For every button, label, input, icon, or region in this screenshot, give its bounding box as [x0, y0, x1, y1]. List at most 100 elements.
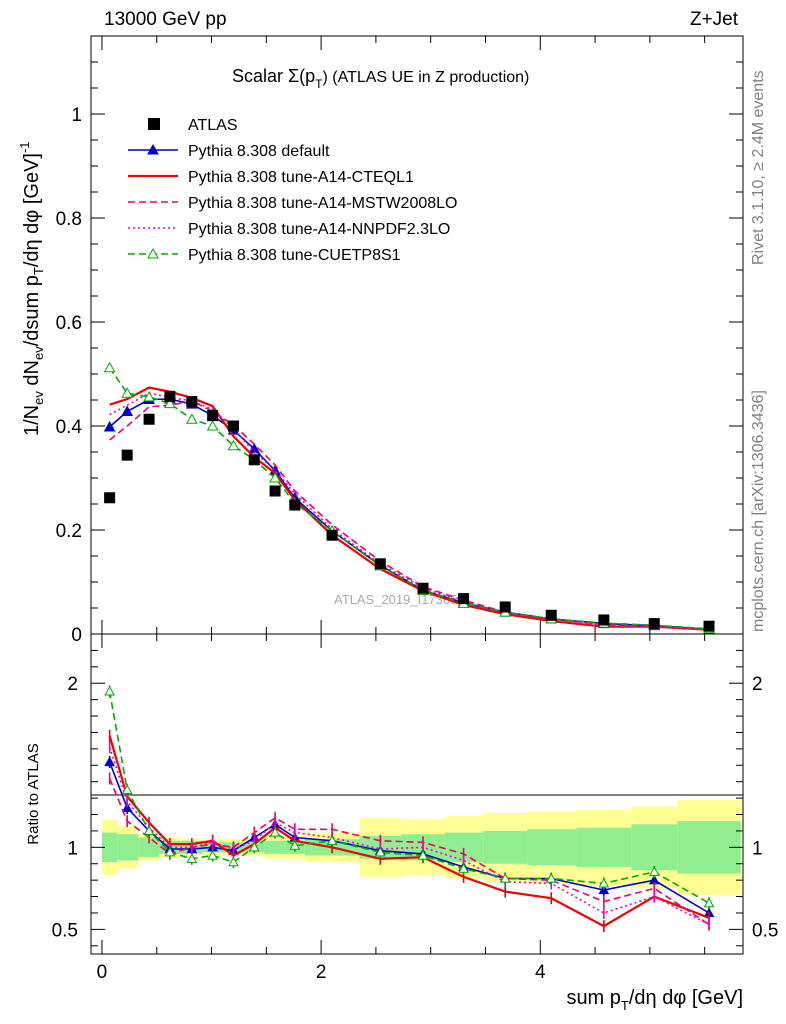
ratio-series-point	[269, 827, 281, 837]
main-y-tick-label: 0	[71, 625, 82, 646]
legend-entry: Pythia 8.308 tune-A14-CTEQL1	[128, 169, 414, 186]
main-series-point	[121, 387, 134, 398]
ratio-series-point	[121, 802, 133, 813]
legend-marker	[147, 143, 159, 155]
ratio-y-tick-label: 0.5	[52, 920, 78, 941]
x-axis-label: sum pT/dη dφ [GeV]	[566, 987, 743, 1013]
ratio-series-point	[186, 853, 198, 863]
ratio-series-point	[289, 840, 301, 850]
stat-uncertainty-band	[631, 824, 678, 871]
atlas-data-point	[269, 485, 281, 497]
legend-entry: Pythia 8.308 default	[128, 143, 330, 160]
atlas-data-point	[104, 492, 116, 504]
main-series-point	[103, 361, 116, 373]
main-series-point	[269, 471, 281, 483]
main-series-line	[108, 367, 710, 630]
legend-label: ATLAS	[188, 117, 238, 134]
main-y-tick-label: 0.6	[56, 313, 82, 334]
atlas-data-point	[545, 609, 557, 621]
main-y-tick-label: 1	[71, 105, 82, 126]
atlas-data-point	[143, 413, 155, 425]
chart-title: Scalar Σ(pT) (ATLAS UE in Z production)	[232, 66, 529, 91]
ratio-y-tick-label: 2	[67, 674, 78, 695]
chart-title-sub: T	[315, 77, 323, 91]
stat-uncertainty-band	[138, 837, 159, 858]
stat-uncertainty-band	[483, 830, 528, 864]
ratio-axis-ticks	[91, 649, 743, 947]
ratio-series-point	[228, 856, 239, 867]
atlas-data-point	[186, 396, 198, 408]
legend: ATLAS Pythia 8.308 default Pythia 8.308 tu…	[128, 117, 457, 264]
atlas-data-point	[121, 449, 133, 461]
main-series-point	[206, 419, 219, 431]
atlas-data-point	[248, 454, 260, 466]
atlas-data-point	[499, 601, 511, 613]
stat-uncertainty-band	[264, 840, 285, 854]
ratio-y-tick-label-right: 2	[752, 674, 763, 695]
process-label: Z+Jet	[690, 9, 739, 30]
legend-label: Pythia 8.308 default	[188, 143, 330, 160]
ratio-series-point	[248, 841, 260, 852]
stat-uncertainty-band	[576, 827, 632, 868]
main-series-point	[103, 421, 116, 432]
atlas-data-point	[417, 582, 429, 594]
atlas-data-point	[374, 558, 386, 570]
legend-marker	[148, 118, 160, 130]
ratio-tick-labels: 0.5 0.5 1 1 2 2	[52, 674, 779, 941]
legend-entry: ATLAS	[148, 117, 238, 134]
stat-uncertainty-band	[101, 832, 118, 863]
legend-entry: Pythia 8.308 tune-A14-MSTW2008LO	[128, 195, 457, 212]
ratio-series-point	[598, 884, 610, 895]
ratio-series-point	[121, 784, 133, 794]
atlas-data-point	[326, 529, 338, 541]
ratio-y-tick-label: 1	[67, 838, 78, 859]
main-series-point	[121, 405, 134, 416]
chart-title-post: ) (ATLAS UE in Z production)	[323, 69, 530, 86]
main-y-tick-label: 0.8	[56, 209, 82, 230]
atlas-data-point	[164, 390, 176, 402]
mcplots-label: mcplots.cern.ch [arXiv:1306.3436]	[750, 390, 767, 632]
ratio-series-point	[164, 846, 176, 857]
ratio-series-point	[458, 863, 469, 873]
x-tick-label: 4	[535, 962, 546, 983]
main-y-axis-label: 1/Nev dNev/dsum pT/dη dφ [GeV]-1	[17, 141, 46, 436]
ratio-series-point	[104, 756, 115, 767]
ratio-series-point	[598, 877, 610, 888]
x-tick-labels: 0 2 4	[97, 962, 546, 983]
energy-label: 13000 GeV pp	[104, 9, 227, 30]
main-y-tick-label: 0.4	[56, 417, 83, 438]
ratio-y-axis-label: Ratio to ATLAS	[25, 743, 42, 844]
ratio-series-point	[207, 850, 218, 860]
x-tick-label: 0	[97, 962, 108, 983]
atlas-data-point	[703, 620, 715, 632]
ratio-y-tick-label-right: 0.5	[752, 920, 778, 941]
atlas-data-point	[648, 618, 660, 630]
ratio-series-point	[648, 866, 660, 877]
main-axis-ticks	[91, 36, 743, 954]
rivet-version-label: Rivet 3.1.10, ≥ 2.4M events	[750, 70, 767, 265]
atlas-data-point	[289, 499, 301, 511]
ratio-series-point	[326, 835, 338, 845]
ratio-series-layer	[104, 685, 715, 933]
ratio-series-point	[417, 850, 429, 860]
legend-entry: Pythia 8.308 tune-CUETP8S1	[128, 247, 401, 264]
legend-entry: Pythia 8.308 tune-A14-NNPDF2.3LO	[128, 221, 450, 238]
main-series-point	[185, 413, 198, 424]
ratio-series-point	[143, 825, 155, 836]
legend-label: Pythia 8.308 tune-A14-NNPDF2.3LO	[188, 221, 450, 238]
main-series-point	[227, 439, 240, 451]
ratio-series-point	[374, 846, 386, 857]
ratio-series-point	[499, 872, 511, 883]
ratio-series-point	[545, 872, 557, 883]
atlas-data-point	[227, 420, 239, 432]
main-series-point	[143, 390, 155, 402]
legend-label: Pythia 8.308 tune-A14-CTEQL1	[188, 169, 414, 186]
main-series-layer	[103, 361, 715, 634]
atlas-data-point	[458, 593, 470, 605]
chart-title-pre: Scalar Σ(p	[232, 66, 315, 86]
main-panel: 00.20.40.60.81 ATLAS_2019_I1736531 Scala…	[17, 35, 744, 954]
atlas-data-point	[598, 614, 610, 626]
main-y-tick-label: 0.2	[56, 521, 82, 542]
x-tick-label: 2	[316, 962, 327, 983]
